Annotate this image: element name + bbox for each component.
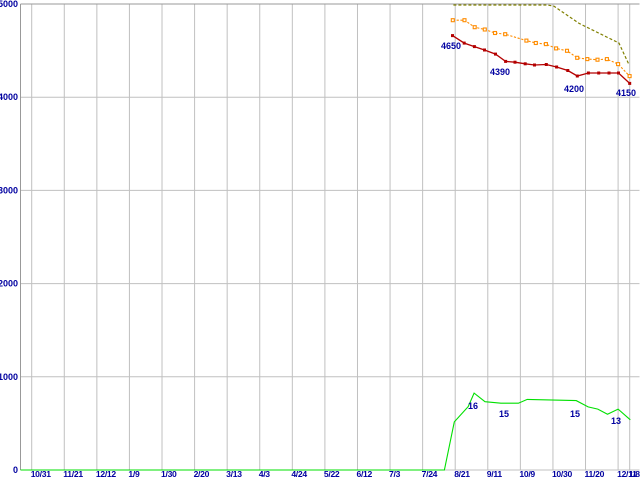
svg-text:0: 0 xyxy=(13,465,18,475)
svg-text:5000: 5000 xyxy=(0,0,18,9)
svg-text:10/30: 10/30 xyxy=(552,469,573,479)
svg-text:4000: 4000 xyxy=(0,92,18,102)
svg-text:13: 13 xyxy=(611,416,621,426)
svg-text:1/8/15: 1/8/15 xyxy=(629,469,640,479)
svg-text:16: 16 xyxy=(468,401,478,411)
svg-text:2000: 2000 xyxy=(0,279,18,289)
svg-text:8/21: 8/21 xyxy=(454,469,470,479)
svg-text:15: 15 xyxy=(570,409,580,419)
svg-text:1000: 1000 xyxy=(0,372,18,382)
svg-text:4200: 4200 xyxy=(564,84,584,94)
svg-text:4650: 4650 xyxy=(441,41,461,51)
svg-text:4150: 4150 xyxy=(616,88,636,98)
svg-text:11/20: 11/20 xyxy=(585,469,605,479)
svg-text:9/11: 9/11 xyxy=(487,469,503,479)
svg-text:3000: 3000 xyxy=(0,185,18,195)
svg-text:4390: 4390 xyxy=(490,67,510,77)
svg-text:15: 15 xyxy=(499,409,509,419)
svg-text:10/9: 10/9 xyxy=(519,469,535,479)
